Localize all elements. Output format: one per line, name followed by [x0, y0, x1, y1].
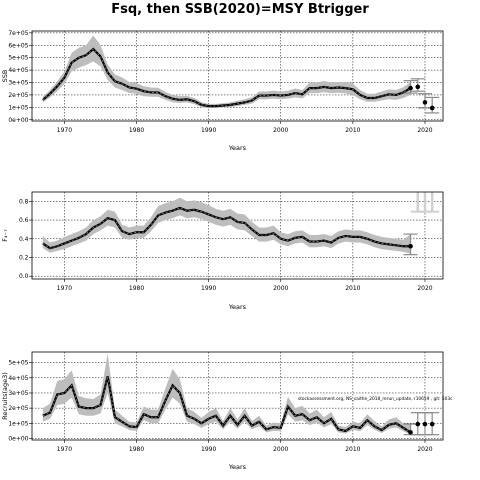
plot-frame — [31, 30, 444, 122]
forecast-point — [408, 243, 413, 249]
ssb-panel: 1970 1980 1990 2000 2010 2020 0e+00 1e+05 2e+05 3… — [1, 30, 444, 152]
y-tick-label: 0.0 — [19, 273, 29, 280]
figure-title: Fsq, then SSB(2020)=MSY Btrigger — [111, 2, 369, 17]
x-tick-label: 1970 — [57, 127, 72, 134]
estimate-line-dashed — [42, 376, 411, 433]
y-tick-label: 0.2 — [19, 254, 29, 261]
forecast-point — [415, 421, 421, 427]
y-tick-label: 4e+05 — [8, 375, 28, 382]
forecast-point — [415, 84, 421, 90]
x-tick-label: 1990 — [201, 127, 216, 134]
x-tick-label: 2010 — [345, 446, 360, 453]
x-axis-label: Years — [228, 144, 247, 152]
x-tick-label: 1970 — [57, 446, 72, 453]
y-tick-label: 4e+05 — [8, 67, 28, 74]
plot-frame — [31, 351, 444, 441]
confidence-band — [42, 35, 411, 108]
x-tick-label: 2010 — [345, 127, 360, 134]
y-tick-label: 3e+05 — [8, 80, 28, 87]
y-tick-label: 7e+05 — [8, 30, 28, 37]
x-tick-label: 1980 — [129, 285, 144, 292]
x-tick-label: 1990 — [201, 285, 216, 292]
x-tick-label: 2000 — [273, 127, 288, 134]
x-axis-label: Years — [228, 463, 247, 471]
y-tick-label: 2e+05 — [8, 92, 28, 99]
y-axis-label: SSB — [1, 70, 9, 83]
x-tick-label: 2020 — [417, 127, 432, 134]
x-tick-label: 1980 — [129, 446, 144, 453]
x-tick-label: 2020 — [417, 446, 432, 453]
x-tick-label: 2010 — [345, 285, 360, 292]
y-axis-label: Recruits(age3) — [1, 372, 9, 420]
y-tick-label: 0e+00 — [8, 435, 28, 442]
x-tick-label: 1990 — [201, 446, 216, 453]
confidence-band — [42, 197, 411, 254]
plot-frame — [31, 191, 444, 280]
x-tick-label: 1980 — [129, 127, 144, 134]
estimate-line-dashed — [42, 207, 411, 249]
confidence-band — [42, 353, 411, 435]
y-tick-label: 5e+05 — [8, 55, 28, 62]
y-tick-label: 0.4 — [19, 236, 29, 243]
y-tick-label: 2e+05 — [8, 405, 28, 412]
x-tick-label: 2020 — [417, 285, 432, 292]
x-tick-label: 2000 — [273, 285, 288, 292]
x-tick-label: 2000 — [273, 446, 288, 453]
y-tick-label: 0e+00 — [8, 117, 28, 124]
forecast-point — [408, 430, 413, 435]
forecast-point — [429, 105, 435, 111]
y-axis-label: F₄₋₇ — [1, 229, 9, 242]
fbar-panel: 1970 1980 1990 2000 2010 2020 0.0 0.2 0.4 0.6 0.8 Y… — [1, 191, 444, 311]
x-axis-label: Years — [228, 303, 247, 311]
estimate-line-dashed — [42, 48, 411, 107]
forecast-point — [408, 85, 413, 91]
y-tick-label: 0.8 — [19, 198, 29, 205]
y-tick-label: 1e+05 — [8, 420, 28, 427]
y-tick-label: 3e+05 — [8, 390, 28, 397]
recruitment-panel: 1970 1980 1990 2000 2010 2020 0e+00 1e+05 2e+05 3… — [1, 351, 444, 471]
y-tick-label: 1e+05 — [8, 104, 28, 111]
forecast-point — [422, 100, 428, 105]
forecast-point — [422, 421, 428, 427]
source-annotation: stockassessment.org, NS_saithe_2018_reru… — [298, 396, 453, 402]
y-tick-label: 5e+05 — [8, 360, 28, 367]
y-tick-label: 0.6 — [19, 217, 29, 224]
forecast-point — [429, 421, 435, 427]
x-tick-label: 1970 — [57, 285, 72, 292]
y-tick-label: 6e+05 — [8, 42, 28, 49]
